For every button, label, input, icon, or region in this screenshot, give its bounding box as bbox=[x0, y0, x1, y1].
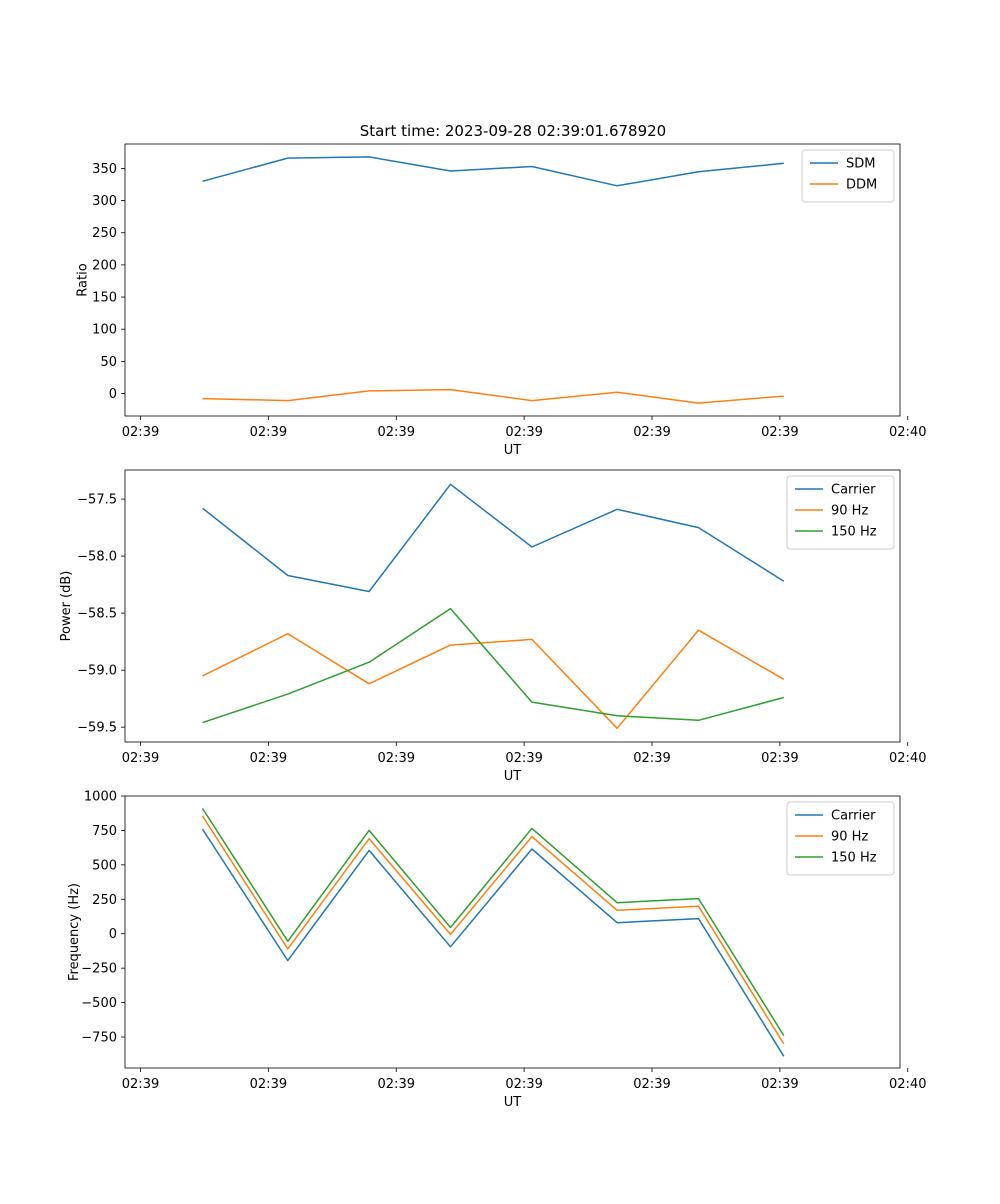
panel-2: 02:39 02:39 02:39 02:39 02:39 02:39 02:40 −59.5… bbox=[59, 469, 926, 784]
series-line-150-hz bbox=[202, 607, 784, 724]
legend-entry: Carrier bbox=[831, 483, 876, 498]
x-tick-label: 02:39 bbox=[122, 425, 159, 440]
x-tick-label: 02:40 bbox=[889, 425, 926, 440]
y-tick-label: 150 bbox=[92, 291, 117, 306]
x-axis-label: UT bbox=[504, 1095, 522, 1110]
legend: SDM DDM bbox=[801, 149, 895, 203]
y-tick-label: −57.5 bbox=[77, 493, 117, 508]
legend: Carrier 90 Hz 150 Hz bbox=[786, 801, 895, 876]
x-tick-label: 02:39 bbox=[378, 425, 415, 440]
x-tick-label: 02:39 bbox=[250, 1077, 287, 1092]
legend-entry: 150 Hz bbox=[831, 525, 877, 540]
panel-1: 02:39 02:39 02:39 02:39 02:39 02:39 02:40 0 50 10… bbox=[75, 143, 926, 458]
series-line-90-hz bbox=[202, 629, 785, 730]
y-tick-label: 200 bbox=[92, 258, 117, 273]
legend-entry: 150 Hz bbox=[831, 851, 877, 866]
series-line-90-hz bbox=[201, 815, 785, 1045]
y-tick-label: 750 bbox=[92, 824, 117, 839]
x-tick-label: 02:39 bbox=[250, 425, 287, 440]
x-tick-label: 02:39 bbox=[505, 751, 542, 766]
x-axis-label: UT bbox=[504, 443, 522, 458]
y-axis-label: Frequency (Hz) bbox=[67, 883, 82, 981]
x-tick-label: 02:39 bbox=[122, 751, 159, 766]
x-tick-label: 02:39 bbox=[378, 1077, 415, 1092]
y-tick-label: −250 bbox=[81, 962, 117, 977]
x-tick-label: 02:39 bbox=[378, 751, 415, 766]
axes-frame bbox=[124, 143, 901, 417]
x-axis-label: UT bbox=[504, 769, 522, 784]
y-tick-label: 250 bbox=[92, 893, 117, 908]
y-tick-label: 0 bbox=[109, 387, 117, 402]
y-tick-label: 0 bbox=[109, 927, 117, 942]
legend-entry: DDM bbox=[846, 178, 877, 193]
y-tick-label: 300 bbox=[92, 194, 117, 209]
axes-frame bbox=[124, 795, 901, 1069]
x-tick-label: 02:40 bbox=[889, 1077, 926, 1092]
y-tick-label: 1000 bbox=[84, 790, 117, 805]
x-tick-label: 02:39 bbox=[633, 425, 670, 440]
x-tick-label: 02:39 bbox=[761, 425, 798, 440]
panel-3: 02:39 02:39 02:39 02:39 02:39 02:39 02:40 −750 −… bbox=[67, 790, 926, 1111]
y-tick-label: −58.0 bbox=[77, 550, 117, 565]
figure-title: Start time: 2023-09-28 02:39:01.678920 bbox=[360, 122, 666, 140]
y-axis-label: Power (dB) bbox=[59, 571, 74, 642]
legend-entry: SDM bbox=[846, 157, 875, 172]
x-tick-label: 02:39 bbox=[122, 1077, 159, 1092]
legend-entry: 90 Hz bbox=[831, 830, 868, 845]
y-axis-label: Ratio bbox=[75, 263, 90, 296]
x-tick-label: 02:39 bbox=[505, 1077, 542, 1092]
legend-entry: Carrier bbox=[831, 809, 876, 824]
y-tick-label: −750 bbox=[81, 1031, 117, 1046]
x-tick-label: 02:39 bbox=[761, 751, 798, 766]
y-tick-label: 500 bbox=[92, 858, 117, 873]
series-line-sdm bbox=[202, 156, 784, 187]
series-line-150-hz bbox=[201, 807, 785, 1036]
y-tick-label: 50 bbox=[100, 355, 117, 370]
y-tick-label: −58.5 bbox=[77, 607, 117, 622]
x-tick-label: 02:40 bbox=[889, 751, 926, 766]
axes-frame bbox=[124, 469, 901, 743]
y-tick-label: 250 bbox=[92, 226, 117, 241]
x-tick-label: 02:39 bbox=[761, 1077, 798, 1092]
y-tick-label: −59.5 bbox=[77, 721, 117, 736]
y-tick-label: 100 bbox=[92, 323, 117, 338]
x-tick-label: 02:39 bbox=[505, 425, 542, 440]
y-tick-label: −59.0 bbox=[77, 664, 117, 679]
x-tick-label: 02:39 bbox=[633, 751, 670, 766]
series-line-carrier bbox=[202, 483, 785, 593]
legend-entry: 90 Hz bbox=[831, 504, 868, 519]
legend: Carrier 90 Hz 150 Hz bbox=[786, 475, 895, 550]
series-line-carrier bbox=[201, 828, 785, 1057]
x-tick-label: 02:39 bbox=[633, 1077, 670, 1092]
y-tick-label: 350 bbox=[92, 162, 117, 177]
series-line-ddm bbox=[202, 388, 784, 404]
y-tick-label: −500 bbox=[81, 996, 117, 1011]
x-tick-label: 02:39 bbox=[250, 751, 287, 766]
